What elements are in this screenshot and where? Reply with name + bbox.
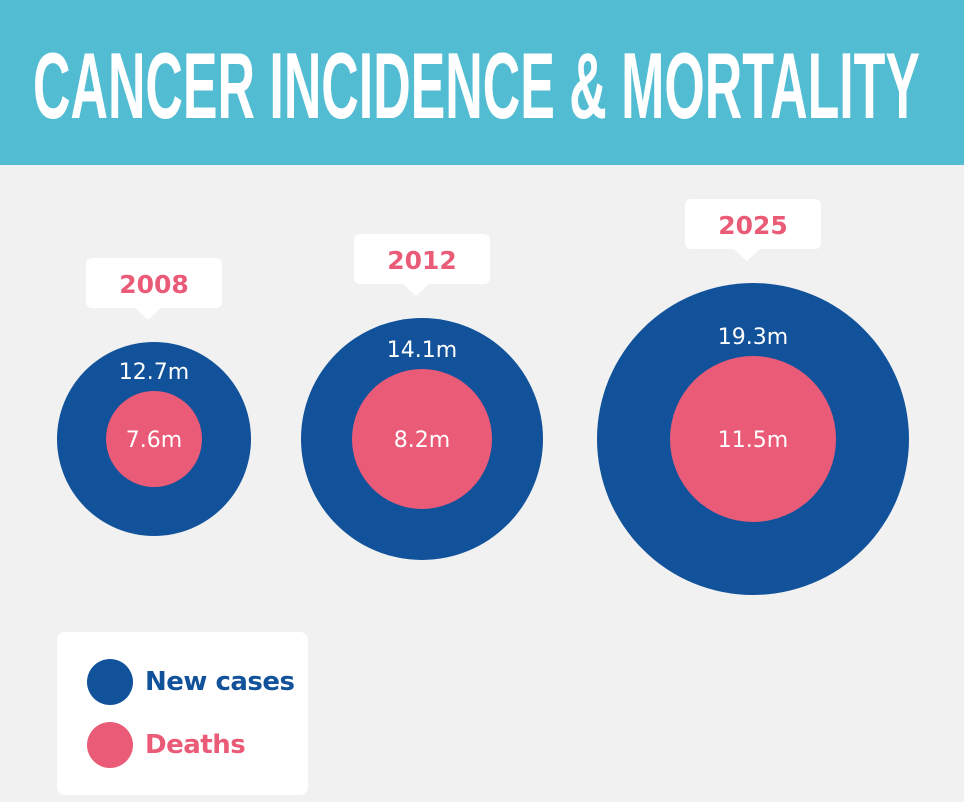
legend-swatch-new-cases: [87, 659, 133, 705]
header-banner: CANCER INCIDENCE & MORTALITY: [0, 0, 964, 165]
deaths-bubble-2008: [106, 391, 202, 487]
legend: New cases Deaths: [57, 632, 308, 795]
deaths-bubble-2025: [670, 356, 836, 522]
deaths-label-2025: 11.5m: [718, 428, 788, 453]
year-label-2025: 2025: [718, 211, 788, 240]
legend-label-new-cases: New cases: [145, 667, 295, 697]
new-cases-label-2008: 12.7m: [119, 360, 189, 385]
deaths-label-2012: 8.2m: [394, 428, 450, 453]
year-callout-2012: [354, 234, 490, 296]
year-label-2008: 2008: [119, 270, 189, 299]
year-callout-2008: [86, 258, 222, 320]
new-cases-label-2025: 19.3m: [718, 325, 788, 350]
year-callout-2025: [685, 199, 821, 261]
legend-label-deaths: Deaths: [145, 730, 246, 760]
year-label-2012: 2012: [387, 246, 457, 275]
legend-item-deaths: Deaths: [87, 722, 246, 768]
page-title: CANCER INCIDENCE & MORTALITY: [33, 33, 920, 138]
deaths-label-2008: 7.6m: [126, 428, 182, 453]
deaths-bubble-2012: [352, 369, 492, 509]
legend-item-new-cases: New cases: [87, 659, 295, 705]
new-cases-label-2012: 14.1m: [387, 338, 457, 363]
title-container: CANCER INCIDENCE & MORTALITY: [33, 33, 920, 138]
legend-swatch-deaths: [87, 722, 133, 768]
